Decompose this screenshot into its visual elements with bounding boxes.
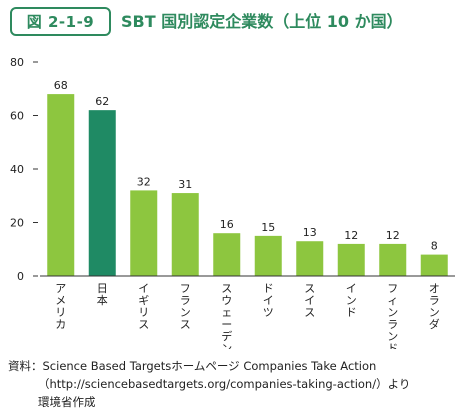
bar-value-label: 32 bbox=[137, 175, 151, 188]
x-category-label: スウェーデン bbox=[221, 282, 232, 349]
y-tick-label: 0 bbox=[17, 270, 24, 283]
bar-value-label: 62 bbox=[95, 95, 109, 108]
bar-value-label: 68 bbox=[54, 79, 68, 92]
x-category-label: フィンランド bbox=[387, 282, 398, 349]
x-category-label: オランダ bbox=[429, 282, 440, 331]
figure-number-badge: 図 2-1-9 bbox=[10, 7, 111, 36]
bar bbox=[337, 243, 365, 276]
y-tick-label: 20 bbox=[10, 217, 24, 230]
bar bbox=[88, 110, 116, 277]
x-category-label: スイス bbox=[304, 282, 315, 319]
bar-value-label: 13 bbox=[303, 226, 317, 239]
source-line-2: （http://sciencebasedtargets.org/companie… bbox=[38, 377, 411, 391]
bar bbox=[130, 190, 158, 276]
bar bbox=[254, 235, 282, 276]
x-axis-labels: アメリカ 日本 イギリス フランス スウェーデン ドイツ スイス インド フィンランド オランダ bbox=[55, 282, 440, 349]
bar bbox=[379, 243, 407, 276]
x-category-label: インド bbox=[346, 282, 357, 319]
bar bbox=[296, 241, 324, 276]
y-tick-label: 40 bbox=[10, 163, 24, 176]
bars bbox=[47, 94, 448, 277]
y-tick-label: 80 bbox=[10, 56, 24, 69]
bar-value-label: 8 bbox=[431, 240, 438, 253]
bar-value-label: 12 bbox=[344, 229, 358, 242]
bar bbox=[420, 254, 448, 276]
x-category-label: イギリス bbox=[138, 282, 149, 331]
source-line-3: 環境省作成 bbox=[38, 395, 96, 409]
bar bbox=[47, 94, 75, 276]
bar-value-label: 31 bbox=[178, 178, 192, 191]
x-category-label: フランス bbox=[180, 282, 191, 331]
source-line-1: 資料：Science Based Targetsホームページ Companies… bbox=[8, 359, 377, 373]
bar-value-label: 12 bbox=[386, 229, 400, 242]
y-axis: 0 20 40 60 80 bbox=[10, 56, 38, 283]
x-category-label: 日本 bbox=[97, 282, 108, 307]
bar-value-label: 15 bbox=[261, 221, 275, 234]
bar-value-label: 16 bbox=[220, 218, 234, 231]
x-category-label: ドイツ bbox=[263, 282, 274, 319]
x-category-label: アメリカ bbox=[55, 282, 66, 331]
bar bbox=[213, 233, 241, 276]
chart-title: SBT 国別認定企業数（上位 10 か国） bbox=[121, 12, 403, 31]
bar-chart: 0 20 40 60 80 68 62 32 31 16 15 13 12 12 8 アメリカ 日本 イギリス… bbox=[10, 56, 455, 349]
source-note: 資料：Science Based Targetsホームページ Companies… bbox=[8, 357, 458, 411]
value-labels: 68 62 32 31 16 15 13 12 12 8 bbox=[54, 79, 438, 253]
y-tick-label: 60 bbox=[10, 110, 24, 123]
bar bbox=[171, 193, 199, 276]
